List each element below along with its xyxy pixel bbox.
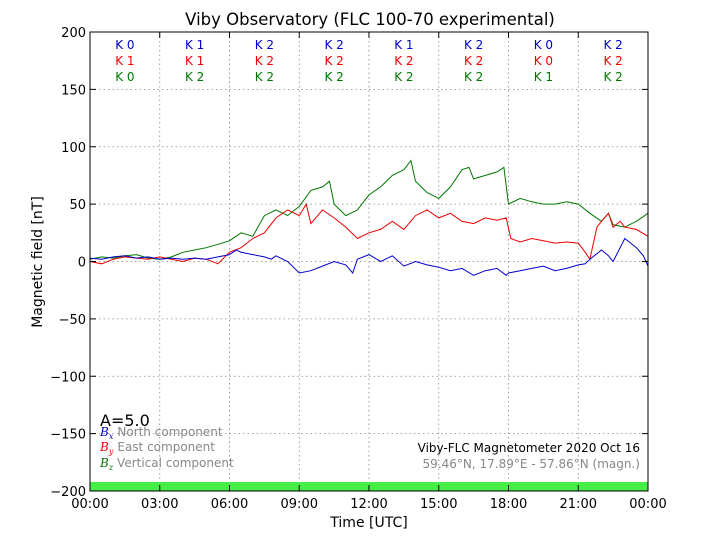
legend-entry: Bx North component xyxy=(99,425,223,441)
k-index-label: K 2 xyxy=(255,70,274,84)
k-index-label: K 2 xyxy=(324,70,343,84)
x-tick-label: 09:00 xyxy=(281,497,318,512)
k-index-label: K 2 xyxy=(324,38,343,52)
k-index-label: K 0 xyxy=(534,54,553,68)
x-axis-label: Time [UTC] xyxy=(329,515,407,531)
legend-symbol: B xyxy=(99,425,109,439)
info-line-1: Viby-FLC Magnetometer 2020 Oct 16 xyxy=(418,441,640,455)
y-tick-label: −200 xyxy=(50,485,86,500)
y-tick-label: 50 xyxy=(69,198,86,213)
k-index-label: K 2 xyxy=(464,54,483,68)
legend-entry: Bz Vertical component xyxy=(99,456,234,472)
y-axis-label: Magnetic field [nT] xyxy=(30,196,46,328)
k-index-label: K 2 xyxy=(603,70,622,84)
k-index-label: K 2 xyxy=(603,54,622,68)
y-tick-label: 100 xyxy=(61,141,86,156)
k-index-label: K 2 xyxy=(603,38,622,52)
y-tick-label: −100 xyxy=(50,370,86,385)
k-index-label: K 2 xyxy=(464,70,483,84)
x-tick-label: 18:00 xyxy=(490,497,527,512)
legend-label: East component xyxy=(117,440,215,454)
x-tick-label: 03:00 xyxy=(141,497,178,512)
chart-title: Viby Observatory (FLC 100-70 experimenta… xyxy=(185,10,555,29)
k-index-label: K 2 xyxy=(394,54,413,68)
k-index-label: K 0 xyxy=(115,38,134,52)
x-tick-label: 00:00 xyxy=(629,497,666,512)
legend-symbol: B xyxy=(99,456,109,470)
y-tick-label: −50 xyxy=(59,313,86,328)
k-index-label: K 1 xyxy=(115,54,134,68)
k-index-label: K 1 xyxy=(394,38,413,52)
legend-symbol: B xyxy=(99,440,109,454)
info-line-2: 59.46°N, 17.89°E - 57.86°N (magn.) xyxy=(423,457,640,471)
k-index-label: K 2 xyxy=(185,70,204,84)
x-tick-label: 15:00 xyxy=(420,497,457,512)
k-index-label: K 2 xyxy=(464,38,483,52)
k-index-label: K 0 xyxy=(534,38,553,52)
y-tick-label: 150 xyxy=(61,83,86,98)
k-index-label: K 2 xyxy=(324,54,343,68)
y-tick-label: 200 xyxy=(61,26,86,41)
legend-subscript: x xyxy=(109,432,114,441)
legend-label: Vertical component xyxy=(117,456,234,470)
legend-label: North component xyxy=(117,425,223,439)
k-index-label: K 1 xyxy=(534,70,553,84)
y-tick-label: −150 xyxy=(50,428,86,443)
k-index-label: K 1 xyxy=(185,38,204,52)
k-index-label: K 2 xyxy=(255,38,274,52)
k-index-label: K 0 xyxy=(115,70,134,84)
k-index-label: K 2 xyxy=(394,70,413,84)
k-index-label: K 2 xyxy=(255,54,274,68)
legend-subscript: y xyxy=(108,447,114,456)
k-index-label: K 1 xyxy=(185,54,204,68)
x-tick-label: 12:00 xyxy=(350,497,387,512)
legend-entry: By East component xyxy=(99,440,215,456)
x-tick-label: 06:00 xyxy=(211,497,248,512)
y-tick-label: 0 xyxy=(78,256,86,271)
legend-subscript: z xyxy=(108,463,114,472)
x-tick-label: 21:00 xyxy=(560,497,597,512)
